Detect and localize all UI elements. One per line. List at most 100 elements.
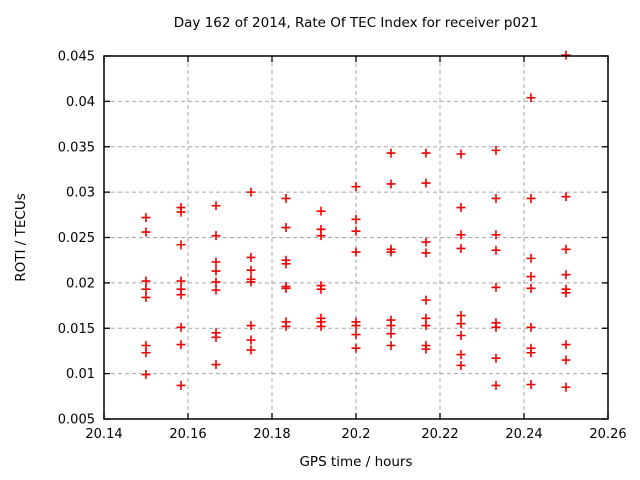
data-point-marker (351, 247, 361, 257)
data-point-marker (176, 290, 186, 300)
y-tick-label: 0.03 (66, 186, 95, 201)
data-point-marker (246, 187, 256, 197)
data-point-marker (526, 380, 536, 390)
data-point-marker (526, 322, 536, 332)
data-point-marker (456, 243, 466, 253)
data-point-marker (246, 277, 256, 287)
data-point-marker (561, 192, 571, 202)
data-point-marker (176, 340, 186, 350)
data-point-marker (491, 322, 501, 332)
data-point-marker (281, 223, 291, 233)
data-point-marker (386, 148, 396, 158)
data-point-marker (351, 343, 361, 353)
x-tick-label: 20.24 (505, 427, 542, 442)
data-point-marker (281, 259, 291, 269)
data-point-marker (211, 277, 221, 287)
data-point-marker (316, 321, 326, 331)
data-point-marker (211, 231, 221, 241)
data-point-marker (176, 380, 186, 390)
data-point-marker (456, 149, 466, 159)
data-point-marker (211, 332, 221, 342)
data-point-marker (421, 248, 431, 258)
y-tick-label: 0.045 (58, 50, 95, 65)
data-point-marker (141, 227, 151, 237)
data-point-marker (526, 283, 536, 293)
data-point-marker (491, 193, 501, 203)
data-point-marker (386, 321, 396, 331)
data-point-marker (491, 230, 501, 240)
tick-labels: 20.14 20.16 20.18 20.2 20.22 20.24 20.26 0.005 0… (58, 50, 627, 443)
plot-border (103, 55, 609, 420)
data-point-marker (561, 50, 571, 60)
data-point-marker (456, 331, 466, 341)
data-point-marker (246, 321, 256, 331)
data-point-marker (491, 245, 501, 255)
y-tick-label: 0.02 (66, 276, 95, 291)
data-point-marker (211, 257, 221, 267)
data-point-marker (316, 284, 326, 294)
data-point-marker (386, 247, 396, 257)
data-point-marker (491, 145, 501, 155)
y-tick-label: 0.005 (58, 413, 95, 428)
x-tick-label: 20.16 (169, 427, 206, 442)
data-point-marker (141, 284, 151, 294)
data-point-marker (456, 203, 466, 213)
data-point-marker (386, 340, 396, 350)
data-point-marker (246, 335, 256, 345)
data-point-marker (421, 295, 431, 305)
x-tick-label: 20.2 (342, 427, 371, 442)
data-point-marker (141, 292, 151, 302)
data-point-marker (281, 283, 291, 293)
x-tick-label: 20.18 (253, 427, 290, 442)
data-point-marker (246, 265, 256, 275)
data-point-marker (526, 348, 536, 358)
data-point-marker (491, 380, 501, 390)
data-point-marker (351, 226, 361, 236)
data-point-marker (561, 382, 571, 392)
data-point-marker (526, 253, 536, 263)
data-point-marker (561, 340, 571, 350)
data-point-marker (316, 206, 326, 216)
data-point-marker (456, 311, 466, 321)
data-point-marker (246, 252, 256, 262)
data-point-marker (421, 178, 431, 188)
data-point-marker (141, 213, 151, 223)
data-point-marker (246, 345, 256, 355)
data-point-marker (456, 360, 466, 370)
data-point-marker (176, 207, 186, 217)
data-point-marker (176, 322, 186, 332)
data-point-marker (281, 321, 291, 331)
y-tick-label: 0.035 (58, 140, 95, 155)
data-point-marker (491, 282, 501, 292)
data-point-marker (561, 244, 571, 254)
data-point-marker (211, 285, 221, 295)
gridlines (104, 56, 608, 419)
data-point-marker (421, 321, 431, 331)
y-axis-label: ROTI / TECUs (13, 193, 29, 281)
data-point-marker (281, 193, 291, 203)
x-tick-label: 20.14 (85, 427, 122, 442)
data-points (141, 50, 571, 392)
x-tick-label: 20.22 (421, 427, 458, 442)
y-tick-label: 0.025 (58, 231, 95, 246)
x-tick-label: 20.26 (589, 427, 626, 442)
data-point-marker (211, 266, 221, 276)
data-point-marker (456, 350, 466, 360)
data-point-marker (351, 182, 361, 192)
data-point-marker (386, 179, 396, 189)
data-point-marker (526, 272, 536, 282)
data-point-marker (421, 148, 431, 158)
y-tick-label: 0.015 (58, 322, 95, 337)
data-point-marker (421, 344, 431, 354)
data-point-marker (526, 93, 536, 103)
data-point-marker (316, 231, 326, 241)
data-point-marker (141, 348, 151, 358)
data-point-marker (351, 321, 361, 331)
data-point-marker (351, 214, 361, 224)
data-point-marker (526, 193, 536, 203)
data-point-marker (386, 329, 396, 339)
data-point-marker (561, 288, 571, 298)
x-axis-label: GPS time / hours (299, 454, 412, 470)
